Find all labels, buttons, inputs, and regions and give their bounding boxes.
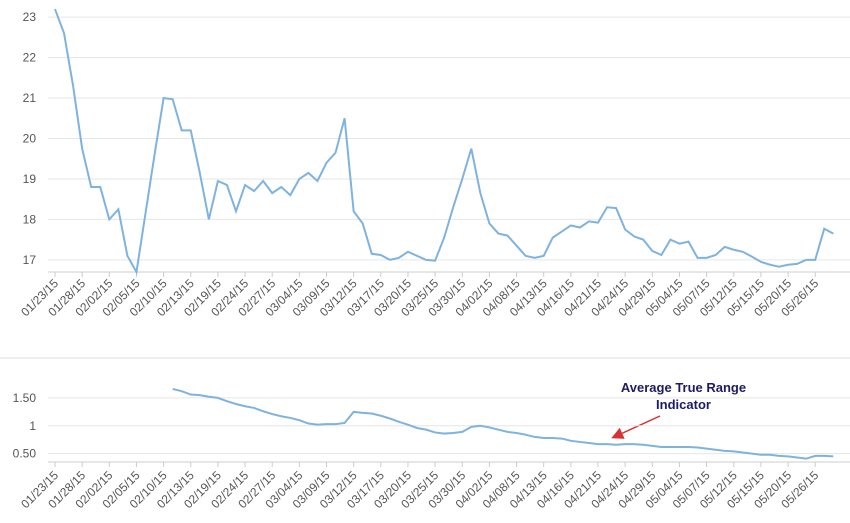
annotation-arrow	[611, 415, 661, 439]
annotation: Average True Range Indicator	[620, 380, 747, 412]
line-series	[172, 387, 834, 460]
y-tick-label: 17	[23, 253, 37, 267]
y-tick-label: 1	[29, 419, 36, 433]
y-tick-label: 18	[23, 212, 37, 226]
line-series	[54, 8, 834, 276]
y-tick-label: 22	[23, 51, 37, 65]
y-tick-label: 1.50	[13, 391, 37, 405]
y-tick-label: 23	[23, 10, 37, 24]
y-tick-label: 0.50	[13, 447, 37, 461]
y-tick-label: 20	[23, 132, 37, 146]
y-tick-label: 21	[23, 91, 37, 105]
y-tick-label: 19	[23, 172, 37, 186]
